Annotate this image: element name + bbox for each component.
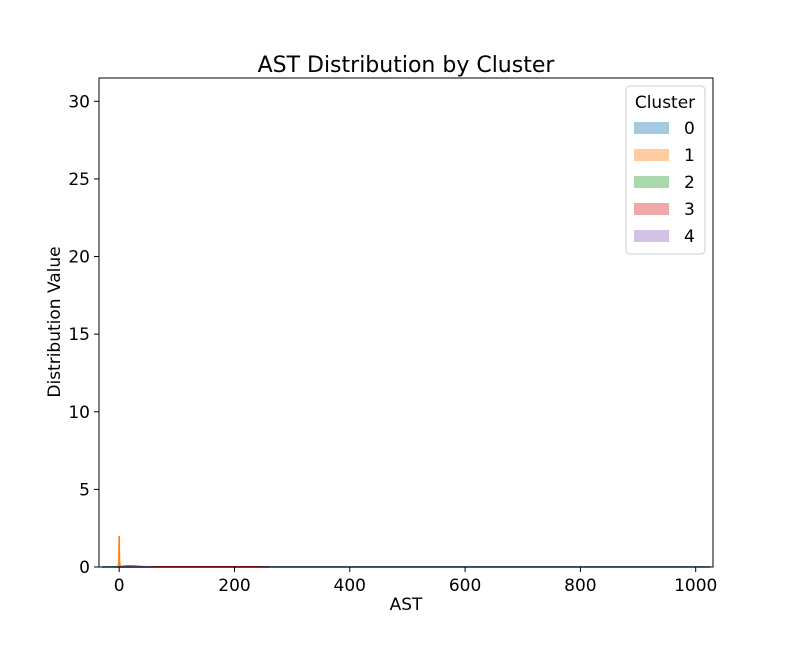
legend-swatch-0 xyxy=(634,122,669,134)
y-tick-label: 30 xyxy=(68,92,90,112)
legend-label-4: 4 xyxy=(684,227,695,247)
x-tick-label: 600 xyxy=(449,576,481,596)
x-tick-label: 200 xyxy=(218,576,250,596)
legend-title: Cluster xyxy=(635,93,695,113)
x-axis-label: AST xyxy=(390,595,423,615)
series-1-line xyxy=(117,535,122,568)
y-tick-label: 25 xyxy=(68,170,90,190)
x-tick-label: 400 xyxy=(334,576,366,596)
legend: Cluster 0 1 2 3 4 xyxy=(625,85,706,255)
legend-frame xyxy=(625,85,706,255)
x-tick-label: 800 xyxy=(564,576,596,596)
legend-label-3: 3 xyxy=(684,200,695,220)
plot-frame xyxy=(98,77,714,568)
legend-label-1: 1 xyxy=(684,146,695,166)
legend-swatch-3 xyxy=(634,203,669,215)
legend-swatch-4 xyxy=(634,230,669,242)
legend-label-0: 0 xyxy=(684,119,695,139)
chart-title: AST Distribution by Cluster xyxy=(258,53,556,78)
x-tick-label: 0 xyxy=(114,576,125,596)
y-axis-ticks: 0 5 10 15 20 25 30 xyxy=(68,92,99,578)
y-tick-label: 10 xyxy=(68,403,90,423)
y-tick-label: 5 xyxy=(79,480,90,500)
y-tick-label: 20 xyxy=(68,248,90,268)
y-axis-label: Distribution Value xyxy=(45,246,65,397)
y-tick-label: 0 xyxy=(79,558,90,578)
legend-label-2: 2 xyxy=(684,173,695,193)
y-tick-label: 15 xyxy=(68,325,90,345)
x-axis-ticks: 0 200 400 600 800 1000 xyxy=(114,567,717,596)
x-tick-label: 1000 xyxy=(674,576,717,596)
legend-swatch-1 xyxy=(634,149,669,161)
legend-swatch-2 xyxy=(634,176,669,188)
